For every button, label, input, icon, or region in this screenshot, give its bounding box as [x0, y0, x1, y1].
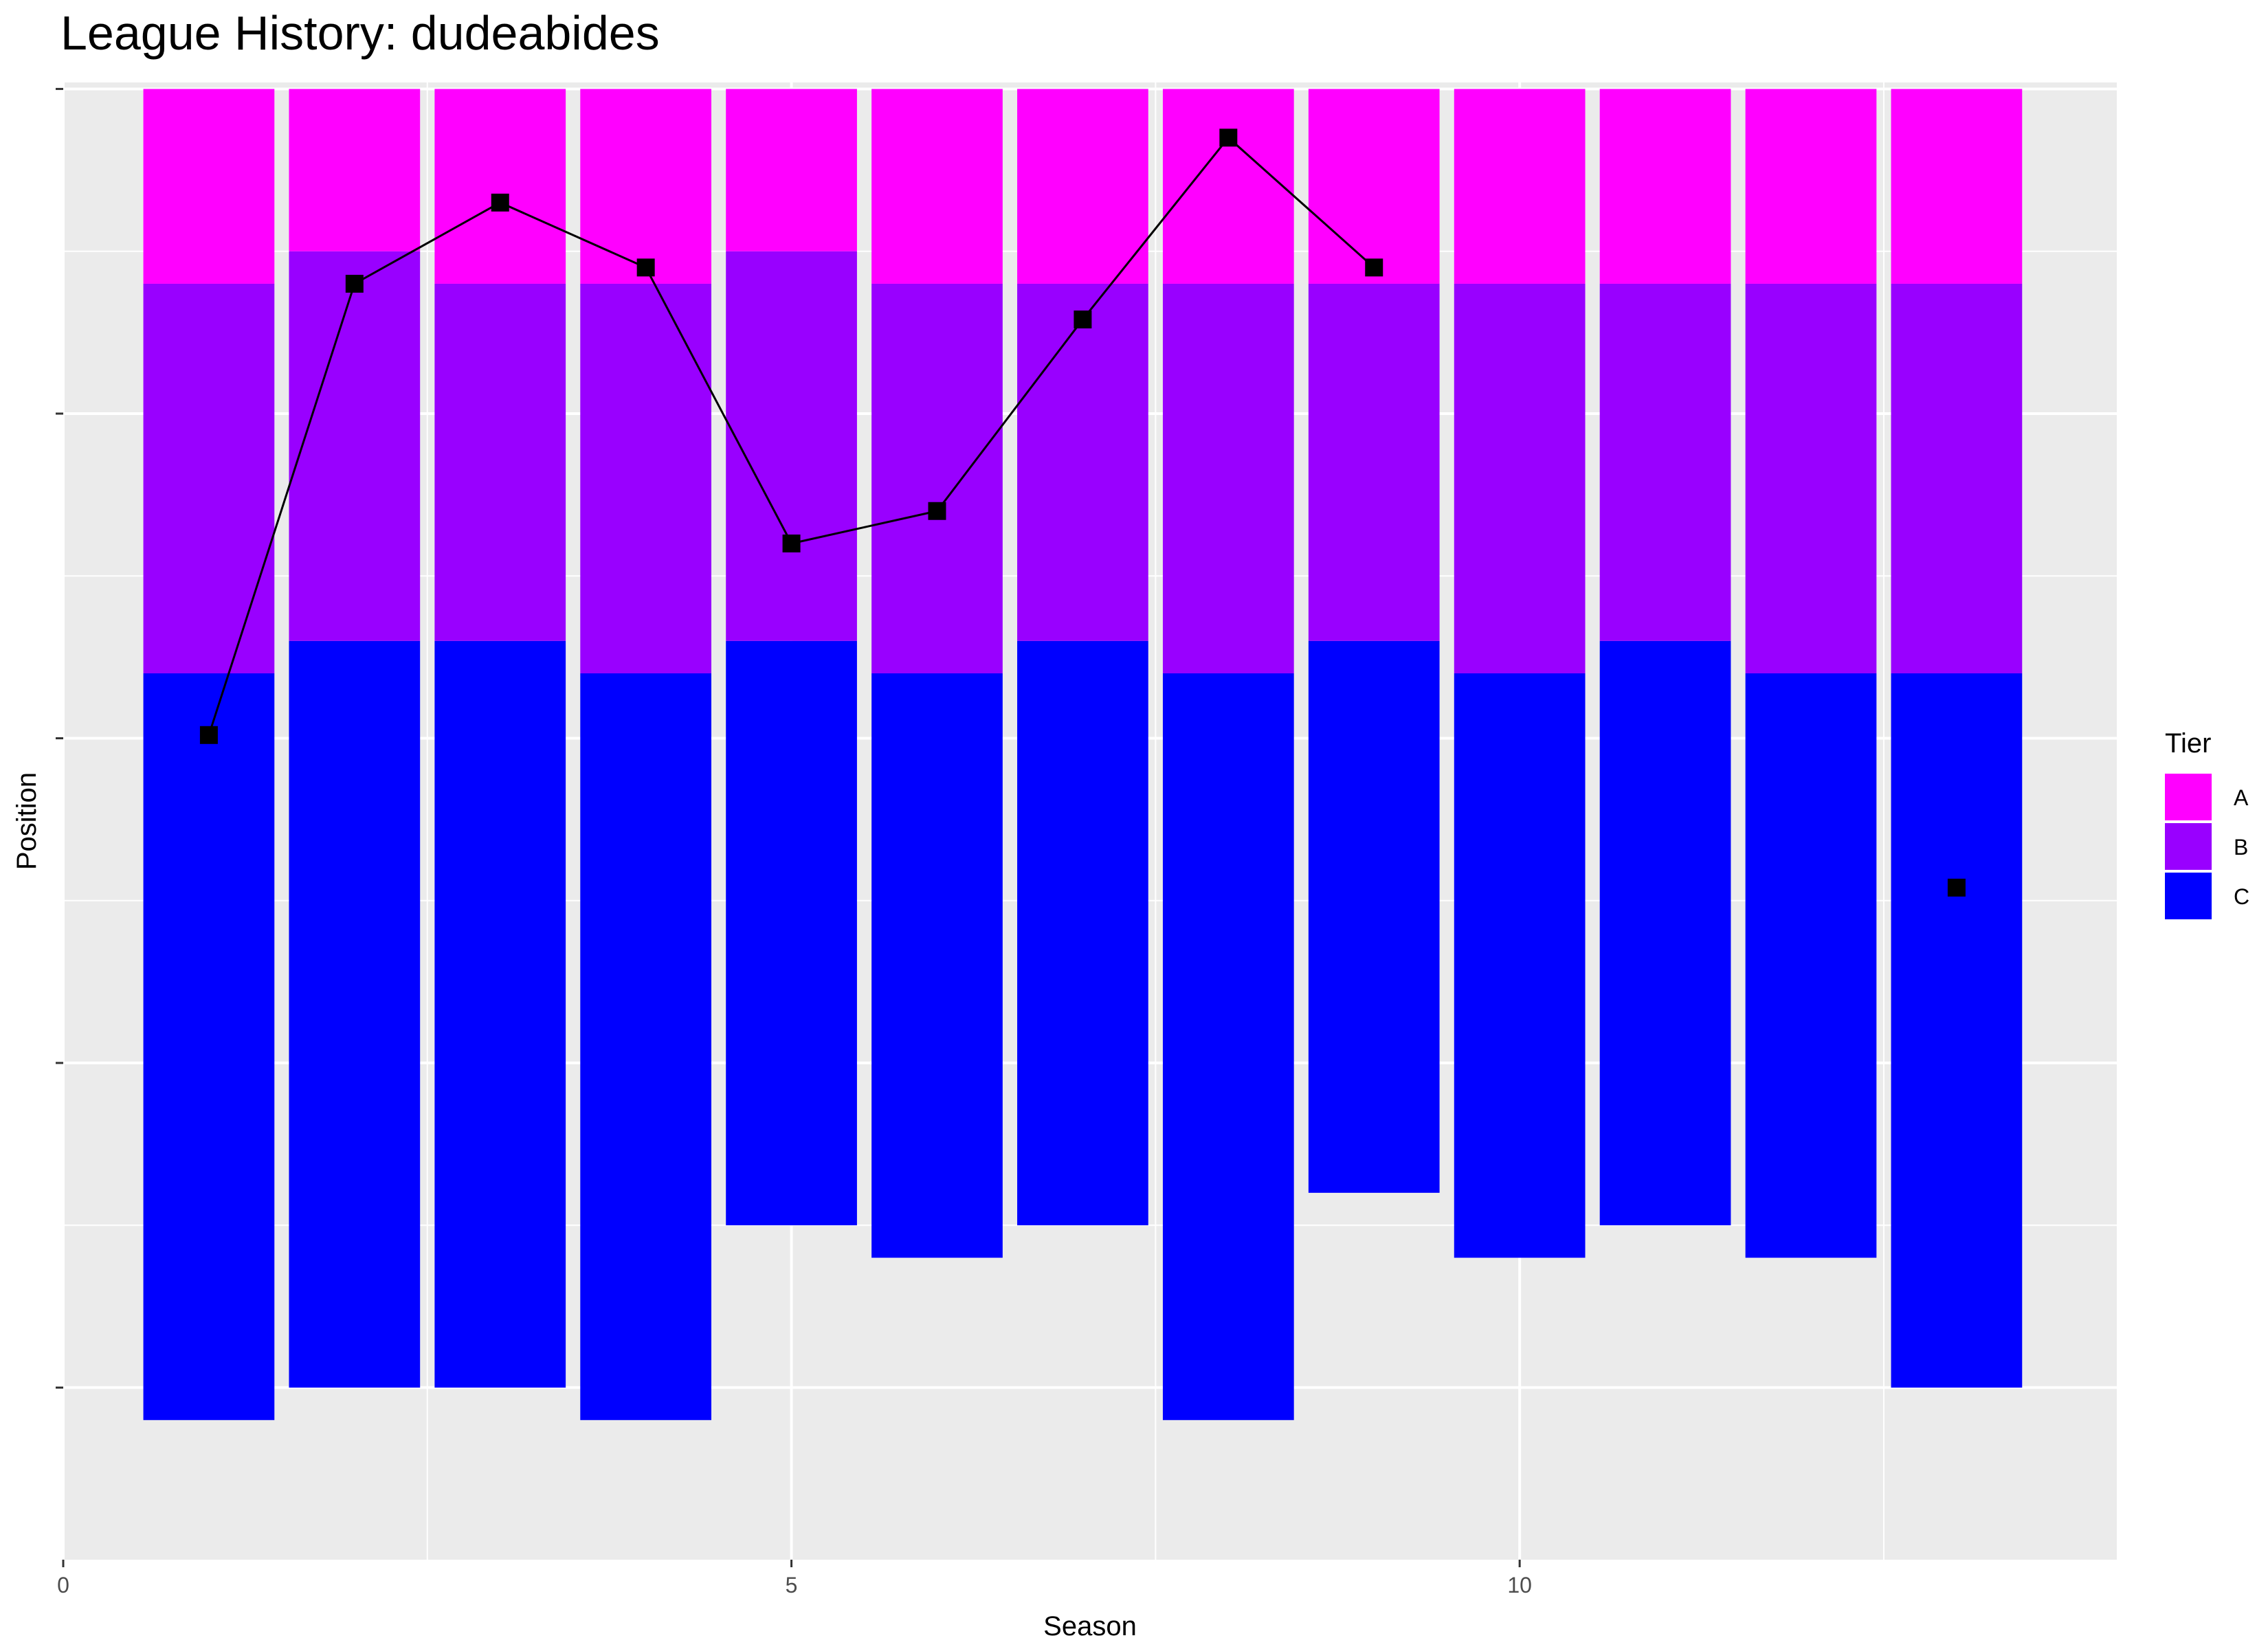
position-point-season-3: [491, 193, 509, 212]
bar-season-8-tier-b: [1162, 283, 1294, 673]
bar-season-6-tier-b: [871, 283, 1003, 673]
legend-title: Tier: [2165, 728, 2211, 759]
bar-season-3-tier-c: [434, 640, 566, 1388]
bar-season-8-tier-a: [1162, 89, 1294, 284]
legend-key-b: [2165, 823, 2212, 870]
legend-label-b: B: [2234, 835, 2248, 860]
bar-group: [143, 89, 2023, 1420]
position-point-season-8: [1219, 128, 1238, 147]
bar-season-12-tier-b: [1745, 283, 1877, 673]
x-axis-label: Season: [1043, 1611, 1137, 1641]
bar-season-7-tier-b: [1017, 283, 1148, 641]
bar-season-13-tier-c: [1891, 673, 2023, 1388]
bar-season-12-tier-c: [1745, 673, 1877, 1258]
bar-season-3-tier-a: [434, 89, 566, 284]
legend-key-a: [2165, 774, 2212, 820]
position-point-season-7: [1074, 310, 1092, 328]
position-point-season-2: [345, 274, 364, 293]
legend: Tier ABC: [2165, 728, 2249, 919]
legend-label-a: A: [2234, 785, 2249, 810]
bar-season-10-tier-a: [1454, 89, 1586, 284]
position-line-group: [199, 128, 1966, 897]
bar-season-2-tier-a: [289, 89, 421, 251]
bar-season-9-tier-a: [1308, 89, 1440, 284]
bar-season-11-tier-a: [1599, 89, 1731, 284]
y-axis-label: Position: [12, 772, 42, 870]
bar-season-9-tier-b: [1308, 283, 1440, 641]
x-tick-label: 5: [786, 1573, 798, 1597]
x-tick-label: 10: [1507, 1573, 1532, 1597]
bar-season-13-tier-a: [1891, 89, 2023, 284]
bar-season-4-tier-c: [580, 673, 712, 1420]
bar-season-12-tier-a: [1745, 89, 1877, 284]
axes: 0 5 10: [56, 87, 1532, 1597]
bar-season-11-tier-b: [1599, 283, 1731, 641]
bar-season-11-tier-c: [1599, 640, 1731, 1226]
bar-season-4-tier-a: [580, 89, 712, 284]
bar-season-2-tier-c: [289, 640, 421, 1388]
chart-title: League History: dudeabides: [60, 6, 660, 60]
bar-season-6-tier-c: [871, 673, 1003, 1258]
bar-season-3-tier-b: [434, 283, 566, 641]
bar-season-7-tier-c: [1017, 640, 1148, 1226]
bar-season-13-tier-b: [1891, 283, 2023, 673]
bar-season-1-tier-c: [143, 673, 275, 1420]
bar-season-5-tier-b: [726, 251, 857, 641]
bar-season-1-tier-b: [143, 283, 275, 673]
bar-season-5-tier-c: [726, 640, 857, 1226]
bar-season-9-tier-c: [1308, 640, 1440, 1193]
bar-season-10-tier-b: [1454, 283, 1586, 673]
bar-season-2-tier-b: [289, 251, 421, 641]
position-point-season-6: [928, 502, 946, 520]
bar-season-6-tier-a: [871, 89, 1003, 284]
bar-season-1-tier-a: [143, 89, 275, 284]
bar-season-5-tier-a: [726, 89, 857, 251]
position-point-season-4: [636, 258, 655, 277]
legend-label-c: C: [2234, 884, 2249, 909]
legend-key-c: [2165, 873, 2212, 919]
position-point-season-1: [199, 726, 218, 744]
bar-season-7-tier-a: [1017, 89, 1148, 284]
position-point-season-13: [1947, 878, 1966, 897]
bar-season-4-tier-b: [580, 283, 712, 673]
position-point-season-5: [782, 534, 801, 552]
position-point-season-9: [1365, 258, 1383, 277]
x-tick-label: 0: [57, 1573, 69, 1597]
bar-season-10-tier-c: [1454, 673, 1586, 1258]
bar-season-8-tier-c: [1162, 673, 1294, 1420]
